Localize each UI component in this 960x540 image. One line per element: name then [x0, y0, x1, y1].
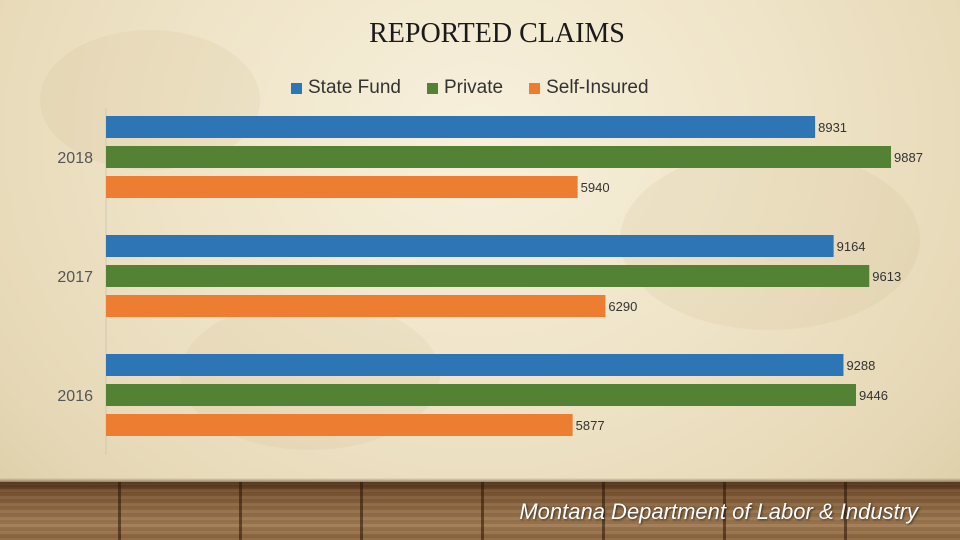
legend-label-self-insured: Self-Insured	[546, 77, 649, 98]
data-label: 5940	[581, 180, 610, 195]
wood-floor	[0, 482, 960, 540]
legend-item-private: Private	[426, 77, 504, 99]
bar-private-2017	[106, 265, 870, 287]
data-label: 6290	[608, 299, 637, 314]
legend-swatch-state-fund	[291, 82, 302, 94]
data-label: 9446	[859, 388, 888, 403]
bar-self-insured-2018	[106, 176, 578, 198]
data-label: 5877	[576, 418, 605, 433]
chart-title: REPORTED CLAIMS	[369, 18, 625, 49]
legend-item-state-fund: State Fund	[291, 77, 401, 99]
bar-private-2016	[106, 384, 857, 406]
bar-state-fund-2017	[106, 235, 834, 257]
data-label: 9887	[894, 150, 923, 165]
floor-shadow	[0, 478, 960, 484]
bar-state-fund-2016	[106, 354, 844, 376]
legend-label-state-fund: State Fund	[308, 77, 401, 98]
legend-swatch-private	[426, 82, 438, 94]
footer-text: Montana Department of Labor & Industry	[519, 499, 918, 524]
bar-self-insured-2017	[106, 295, 606, 317]
bar-chart: 2018 8931 9887 5940 2017 9164 9613 6290 2016 9288…	[57, 108, 923, 455]
bar-self-insured-2016	[106, 414, 573, 436]
chart-legend: State Fund Private Self-Insured	[291, 76, 675, 100]
category-label: 2018	[57, 150, 93, 167]
bar-state-fund-2018	[106, 116, 816, 138]
data-label: 9613	[872, 269, 901, 284]
data-label: 9288	[846, 358, 875, 373]
data-label: 9164	[837, 239, 866, 254]
legend-swatch-self-insured	[529, 82, 541, 94]
legend-item-self-insured: Self-Insured	[529, 77, 649, 99]
bar-private-2018	[106, 146, 892, 168]
category-label: 2017	[57, 269, 93, 286]
legend-label-private: Private	[443, 77, 504, 98]
category-label: 2016	[57, 388, 93, 405]
data-label: 8931	[818, 120, 847, 135]
